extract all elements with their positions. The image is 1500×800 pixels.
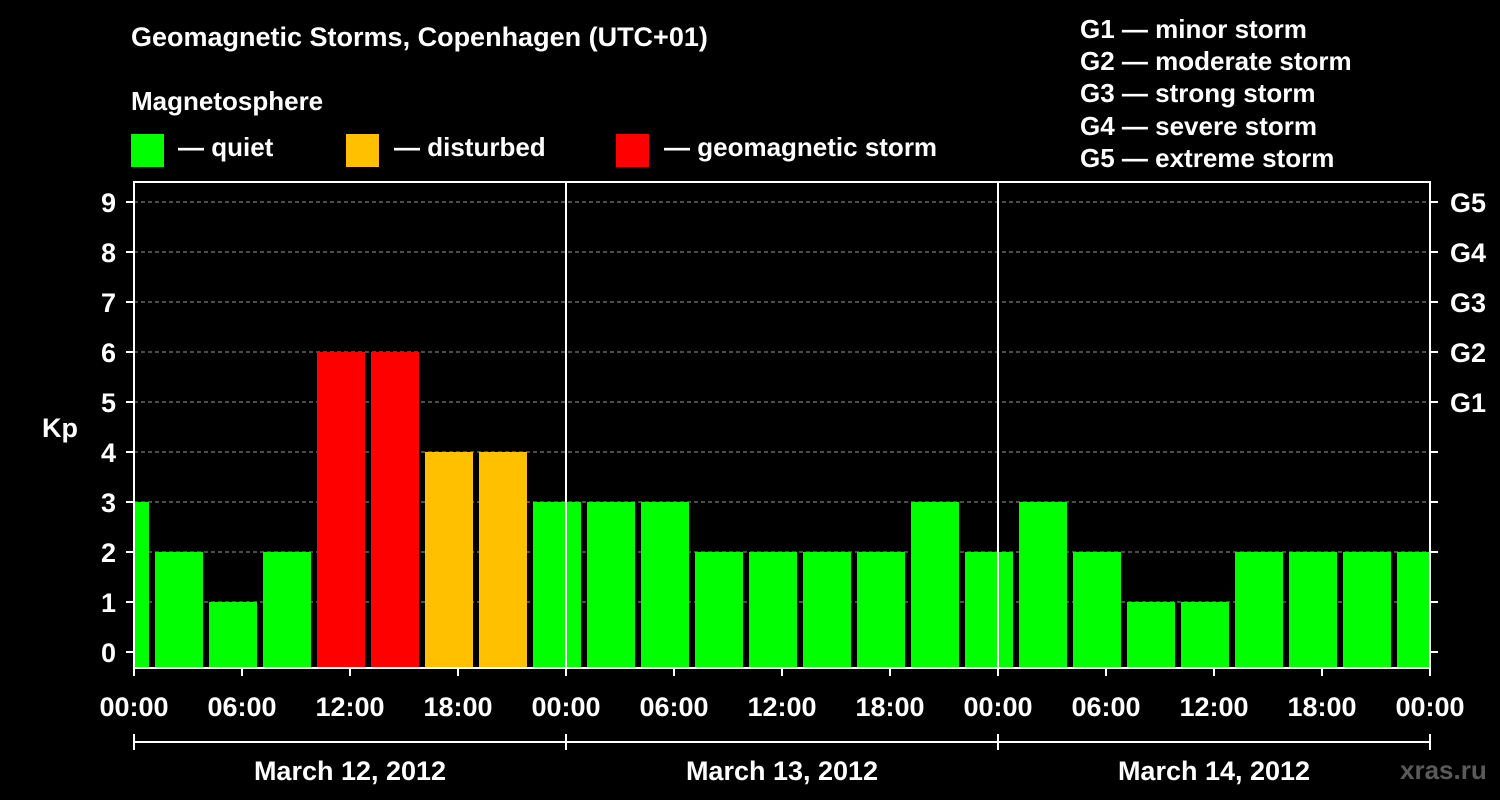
y-tick-label-6: 6 bbox=[101, 338, 116, 368]
kp-bar-17 bbox=[1019, 502, 1067, 668]
x-tick-label-12: 00:00 bbox=[1395, 692, 1464, 722]
kp-bar-3 bbox=[263, 552, 311, 668]
x-tick-label-1: 06:00 bbox=[207, 692, 276, 722]
x-tick-label-0: 00:00 bbox=[99, 692, 168, 722]
date-label-0: March 12, 2012 bbox=[254, 756, 446, 786]
legend-swatch-quiet bbox=[131, 134, 164, 167]
right-axis-label-g1: G1 bbox=[1450, 388, 1486, 418]
storm-scale-list: G1 — minor storm G2 — moderate storm G3 … bbox=[1080, 13, 1352, 174]
kp-bar-13 bbox=[803, 552, 851, 668]
x-tick-label-11: 18:00 bbox=[1287, 692, 1356, 722]
kp-bar-18 bbox=[1073, 552, 1121, 668]
x-tick-label-3: 18:00 bbox=[423, 692, 492, 722]
kp-bar-7 bbox=[479, 452, 527, 668]
x-tick-label-9: 06:00 bbox=[1071, 692, 1140, 722]
kp-bar-20 bbox=[1181, 602, 1229, 668]
legend-label-quiet: — quiet bbox=[178, 132, 274, 162]
legend-label-storm: — geomagnetic storm bbox=[664, 132, 938, 162]
right-axis-label-g2: G2 bbox=[1450, 338, 1486, 368]
x-tick-label-5: 06:00 bbox=[639, 692, 708, 722]
x-tick-label-2: 12:00 bbox=[315, 692, 384, 722]
right-axis-label-g5: G5 bbox=[1450, 188, 1486, 218]
y-tick-label-8: 8 bbox=[101, 238, 116, 268]
kp-bar-5 bbox=[371, 352, 419, 668]
storm-scale-g1: G1 — minor storm bbox=[1080, 14, 1307, 44]
y-tick-label-5: 5 bbox=[101, 388, 116, 418]
x-tick-label-7: 18:00 bbox=[855, 692, 924, 722]
y-tick-label-2: 2 bbox=[101, 538, 116, 568]
chart-subtitle: Magnetosphere bbox=[131, 86, 324, 116]
kp-bar-23 bbox=[1343, 552, 1391, 668]
legend-swatch-storm bbox=[616, 134, 649, 167]
kp-bar-12 bbox=[749, 552, 797, 668]
kp-bar-0 bbox=[135, 502, 149, 668]
x-tick-label-8: 00:00 bbox=[963, 692, 1032, 722]
y-tick-label-1: 1 bbox=[101, 588, 116, 618]
y-tick-label-7: 7 bbox=[101, 288, 116, 318]
storm-scale-g3: G3 — strong storm bbox=[1080, 78, 1316, 109]
storm-scale-g5: G5 — extreme storm bbox=[1080, 142, 1335, 173]
chart-title: Geomagnetic Storms, Copenhagen (UTC+01) bbox=[131, 22, 708, 52]
y-tick-label-3: 3 bbox=[101, 488, 116, 518]
kp-bar-6 bbox=[425, 452, 473, 668]
kp-bar-22 bbox=[1289, 552, 1337, 668]
date-label-2: March 14, 2012 bbox=[1118, 756, 1310, 786]
storm-scale-g4: G4 — severe storm bbox=[1080, 110, 1318, 141]
kp-bar-9 bbox=[587, 502, 635, 668]
kp-bar-16 bbox=[965, 552, 1013, 668]
date-label-1: March 13, 2012 bbox=[686, 756, 878, 786]
kp-bar-14 bbox=[857, 552, 905, 668]
x-tick-label-6: 12:00 bbox=[747, 692, 816, 722]
kp-bar-8 bbox=[533, 502, 581, 668]
storm-scale-g2: G2 — moderate storm bbox=[1080, 46, 1352, 77]
y-tick-label-0: 0 bbox=[101, 638, 116, 668]
kp-bar-10 bbox=[641, 502, 689, 668]
x-tick-label-10: 12:00 bbox=[1179, 692, 1248, 722]
watermark: xras.ru bbox=[1400, 755, 1487, 785]
right-axis-label-g4: G4 bbox=[1450, 238, 1486, 268]
kp-bar-15 bbox=[911, 502, 959, 668]
kp-bar-21 bbox=[1235, 552, 1283, 668]
y-axis-label: Kp bbox=[42, 413, 78, 443]
kp-bar-1 bbox=[155, 552, 203, 668]
y-tick-label-9: 9 bbox=[101, 188, 116, 218]
kp-bar-11 bbox=[695, 552, 743, 668]
kp-bar-4 bbox=[317, 352, 365, 668]
legend-label-disturbed: — disturbed bbox=[394, 132, 546, 162]
x-tick-label-4: 00:00 bbox=[531, 692, 600, 722]
y-tick-label-4: 4 bbox=[101, 438, 116, 468]
legend-swatch-disturbed bbox=[346, 134, 379, 167]
kp-bar-24 bbox=[1397, 552, 1429, 668]
kp-bar-19 bbox=[1127, 602, 1175, 668]
kp-bar-2 bbox=[209, 602, 257, 668]
right-axis-label-g3: G3 bbox=[1450, 288, 1486, 318]
